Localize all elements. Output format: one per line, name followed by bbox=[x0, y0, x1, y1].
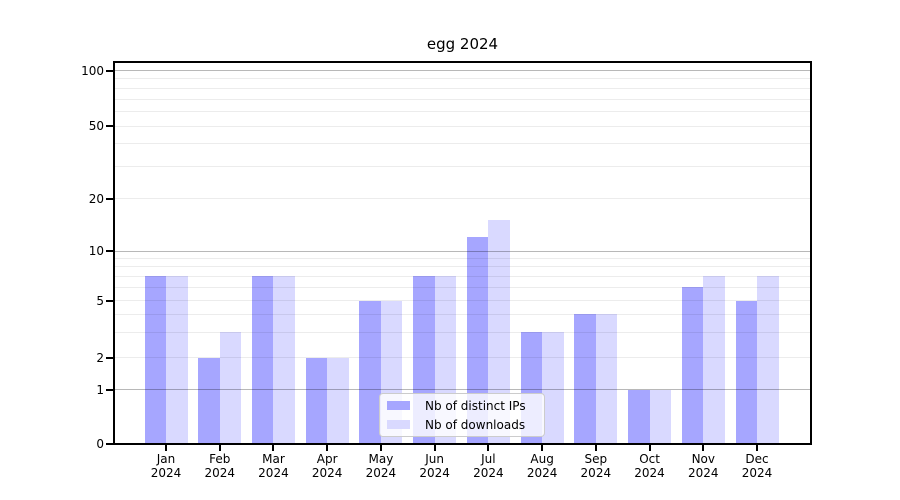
y-tick-mark bbox=[106, 125, 114, 127]
x-tick-mark bbox=[272, 444, 275, 451]
gridline bbox=[114, 266, 811, 268]
gridline bbox=[114, 98, 811, 100]
plot-area: 0 1 2 5 10 20 50 100 Jan 2024 Feb 2024 Mar 2024 Apr… bbox=[81, 61, 812, 479]
gridline bbox=[114, 313, 811, 315]
gridline bbox=[114, 198, 811, 199]
legend-swatch-distinct-ips bbox=[387, 401, 410, 410]
legend-swatch-downloads bbox=[387, 420, 410, 429]
legend: Nb of distinct IPs Nb of downloads bbox=[379, 393, 545, 437]
bar-downloads-oct bbox=[649, 389, 672, 444]
y-axis-tick-label: 5 bbox=[96, 293, 104, 308]
x-tick-mark bbox=[648, 444, 651, 451]
x-axis-tick-label: Sep 2024 bbox=[580, 452, 612, 480]
y-tick-mark bbox=[106, 356, 114, 359]
y-tick-mark bbox=[106, 388, 114, 391]
legend-label: Nb of distinct IPs bbox=[425, 398, 526, 413]
x-axis-tick-label: Jan 2024 bbox=[150, 452, 182, 480]
bar-distinct-ips-jul bbox=[466, 237, 489, 444]
x-tick-mark bbox=[218, 444, 221, 451]
y-tick-mark bbox=[106, 197, 114, 200]
bar-downloads-jul bbox=[488, 220, 510, 444]
x-axis-tick-label: Apr 2024 bbox=[311, 452, 343, 480]
x-axis-tick-label: Mar 2024 bbox=[258, 452, 289, 480]
bar-downloads-dec bbox=[757, 276, 779, 444]
x-tick-mark bbox=[165, 444, 167, 451]
bar-downloads-nov bbox=[703, 276, 725, 444]
legend-label: Nb of downloads bbox=[425, 417, 526, 432]
legend-item: Nb of downloads bbox=[387, 418, 538, 432]
bar-distinct-ips-oct bbox=[628, 389, 650, 444]
gridline bbox=[114, 300, 811, 301]
bar-distinct-ips-feb bbox=[198, 357, 220, 444]
chart-title: egg 2024 bbox=[426, 35, 499, 53]
gridline bbox=[114, 331, 811, 333]
gridline bbox=[114, 275, 811, 277]
x-axis-tick-label: Jun 2024 bbox=[419, 452, 450, 480]
y-axis-tick-label: 0 bbox=[96, 437, 104, 451]
bar-downloads-mar bbox=[273, 276, 295, 444]
x-axis-tick-label: Oct 2024 bbox=[634, 452, 665, 480]
x-tick-mark bbox=[756, 444, 759, 451]
bar-distinct-ips-apr bbox=[305, 357, 328, 444]
gridline bbox=[114, 165, 811, 167]
x-tick-mark bbox=[379, 444, 382, 451]
x-tick-mark bbox=[433, 444, 436, 451]
y-tick-mark bbox=[106, 250, 114, 252]
x-axis-tick-label: Jul 2024 bbox=[473, 452, 504, 480]
legend-item: Nb of distinct IPs bbox=[387, 399, 538, 413]
y-axis-tick-label: 10 bbox=[88, 244, 104, 258]
y-axis-tick-label: 2 bbox=[96, 350, 104, 365]
y-axis-tick-label: 50 bbox=[88, 119, 104, 133]
x-axis-tick-label: Dec 2024 bbox=[741, 452, 773, 480]
bar-downloads-sep bbox=[595, 314, 618, 444]
gridline bbox=[114, 258, 811, 260]
x-tick-mark bbox=[702, 444, 705, 451]
gridline bbox=[114, 110, 811, 112]
y-axis-tick-label: 1 bbox=[96, 382, 104, 397]
axis-spine-left bbox=[113, 61, 115, 445]
x-axis-tick-label: Aug 2024 bbox=[526, 452, 558, 480]
gridline bbox=[114, 357, 811, 358]
bar-downloads-feb bbox=[219, 332, 242, 444]
gridline bbox=[114, 87, 811, 89]
bar-distinct-ips-sep bbox=[574, 314, 596, 444]
bar-distinct-ips-jan bbox=[144, 276, 166, 444]
x-axis-tick-label: Feb 2024 bbox=[204, 452, 235, 480]
x-axis-tick-label: Nov 2024 bbox=[688, 452, 719, 480]
gridline bbox=[114, 143, 811, 145]
gridline-emphasized bbox=[114, 389, 811, 390]
bar-distinct-ips-nov bbox=[681, 287, 704, 444]
x-tick-mark bbox=[594, 444, 597, 451]
gridline bbox=[114, 286, 811, 288]
bar-downloads-apr bbox=[327, 357, 349, 444]
gridline-emphasized bbox=[114, 250, 811, 252]
bar-distinct-ips-may bbox=[359, 300, 381, 444]
gridline bbox=[114, 78, 811, 80]
gridline bbox=[114, 125, 811, 127]
x-tick-mark bbox=[326, 444, 329, 451]
bar-distinct-ips-dec bbox=[735, 300, 758, 444]
axis-spine-right bbox=[810, 61, 812, 445]
x-tick-mark bbox=[541, 444, 544, 451]
bar-distinct-ips-mar bbox=[251, 276, 274, 444]
y-axis-tick-label: 100 bbox=[81, 63, 104, 78]
y-tick-mark bbox=[106, 299, 114, 302]
axis-spine-bottom bbox=[113, 443, 812, 445]
y-tick-mark bbox=[106, 69, 114, 72]
bar-downloads-aug bbox=[542, 332, 564, 444]
x-axis-tick-label: May 2024 bbox=[365, 452, 397, 480]
bar-downloads-jan bbox=[166, 276, 188, 444]
x-tick-mark bbox=[487, 444, 490, 451]
axis-spine-top bbox=[113, 61, 812, 63]
y-tick-mark bbox=[106, 443, 114, 445]
gridline-emphasized bbox=[114, 70, 811, 71]
y-axis-tick-label: 20 bbox=[88, 191, 104, 206]
